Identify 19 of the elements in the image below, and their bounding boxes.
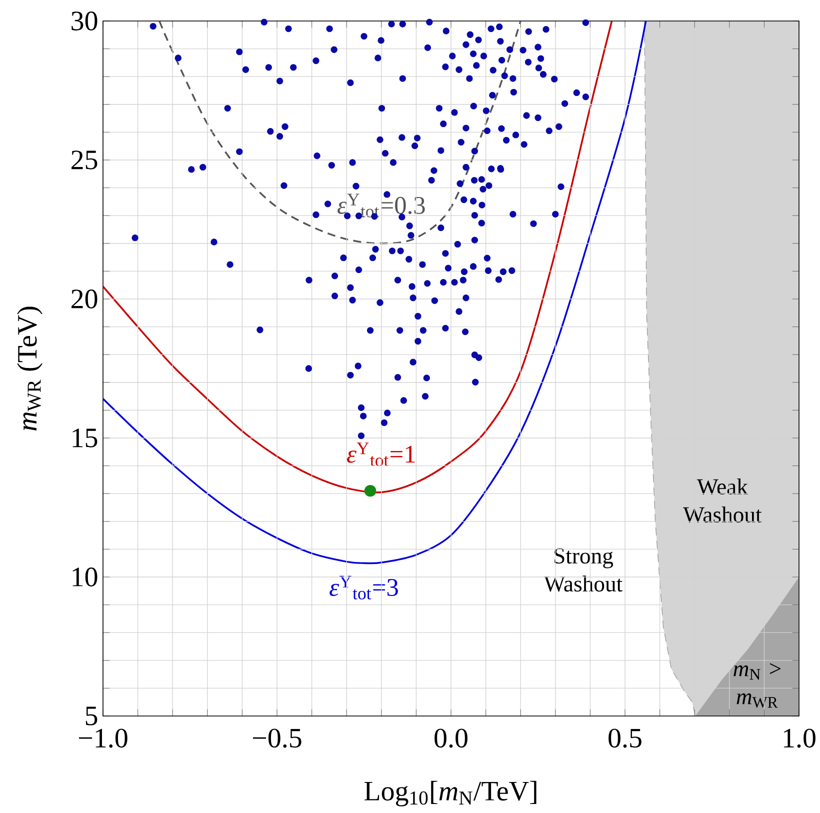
y-tick-label: 5 [86, 706, 98, 726]
x-tick-label: 0.5 [608, 728, 642, 748]
annotation: Strong Washout [544, 548, 622, 592]
x-tick-label: −1.0 [79, 728, 128, 748]
y-tick-label: 25 [72, 150, 98, 170]
y-tick-label: 10 [72, 568, 98, 586]
series-label: ε$^{Y}$$_{tot}$=3 [330, 576, 398, 600]
annotation: m$_{N}$ > m$_{WR}$ [734, 663, 781, 708]
y-tick-label: 20 [72, 290, 98, 308]
line-series [158, 20, 522, 244]
y-axis-title: m$_{WR}$ (TeV) [17, 306, 42, 430]
x-axis-title: Log$_{10}$[m$_{N}$/TeV] [364, 780, 536, 806]
x-tick-label: 1.0 [784, 728, 816, 748]
annotation: Weak Washout [683, 478, 762, 523]
line-series [103, 20, 613, 494]
y-tick-label: 15 [72, 428, 98, 448]
x-tick-label: 0.0 [434, 728, 468, 748]
y-tick-label: 30 [72, 12, 98, 30]
x-tick-label: −0.5 [253, 728, 302, 748]
